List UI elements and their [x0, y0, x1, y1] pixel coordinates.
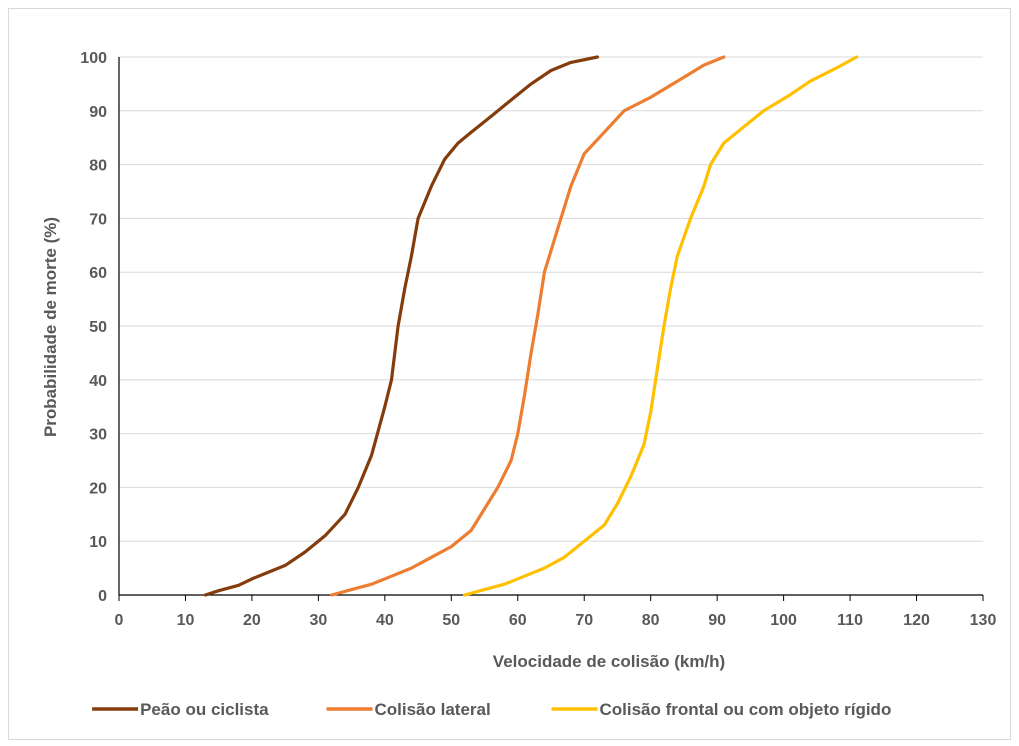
x-tick-label: 100: [770, 612, 797, 629]
x-tick-label: 110: [837, 612, 863, 629]
x-tick-label: 120: [903, 612, 930, 629]
y-tick-label: 70: [89, 211, 107, 228]
line-chart: 0 10 20 30 40 50 60 70 80 90 100 110 120 130 0 10 20 30 4…: [41, 50, 997, 719]
gridlines: [119, 56, 983, 542]
x-tick-label: 80: [642, 612, 660, 629]
x-tick-label: 90: [708, 612, 726, 629]
y-tick-label: 100: [80, 50, 107, 67]
legend-label: Peão ou ciclista: [140, 700, 269, 719]
y-tick-label: 50: [89, 319, 107, 336]
axes: [118, 57, 984, 601]
x-tick-labels: 0 10 20 30 40 50 60 70 80 90 100 110 120 130: [115, 612, 997, 629]
legend-item-1: Peão ou ciclista: [92, 700, 269, 719]
series-line-1: [203, 55, 600, 597]
x-axis-title: Velocidade de colisão (km/h): [493, 652, 725, 671]
legend-label: Colisão frontal ou com objeto rígido: [600, 700, 892, 719]
chart-frame: 0 10 20 30 40 50 60 70 80 90 100 110 120 130 0 10 20 30 4…: [8, 8, 1011, 740]
y-tick-label: 10: [89, 534, 107, 551]
y-tick-label: 60: [89, 265, 107, 282]
x-tick-label: 10: [177, 612, 195, 629]
y-tick-label: 90: [89, 104, 107, 121]
x-tick-label: 60: [509, 612, 527, 629]
x-tick-label: 50: [442, 612, 460, 629]
legend-label: Colisão lateral: [375, 700, 491, 719]
series-lines: [203, 55, 859, 597]
x-tick-label: 20: [243, 612, 261, 629]
y-tick-label: 80: [89, 158, 107, 175]
x-tick-label: 130: [970, 612, 997, 629]
x-tick-label: 0: [115, 612, 124, 629]
y-tick-label: 0: [98, 588, 107, 605]
y-tick-label: 40: [89, 373, 107, 390]
y-tick-label: 20: [89, 480, 107, 497]
x-tick-label: 30: [309, 612, 327, 629]
legend-item-2: Colisão lateral: [326, 700, 491, 719]
series-line-3: [463, 55, 859, 597]
series-line-2: [330, 55, 726, 597]
x-tick-label: 70: [575, 612, 593, 629]
y-axis-title: Probabilidade de morte (%): [41, 217, 60, 437]
y-tick-label: 30: [89, 427, 107, 444]
x-tick-label: 40: [376, 612, 394, 629]
y-tick-labels: 0 10 20 30 40 50 60 70 80 90 100: [80, 50, 107, 605]
legend: Peão ou ciclista Colisão lateral Colisão f…: [92, 700, 891, 719]
legend-item-3: Colisão frontal ou com objeto rígido: [551, 700, 892, 719]
